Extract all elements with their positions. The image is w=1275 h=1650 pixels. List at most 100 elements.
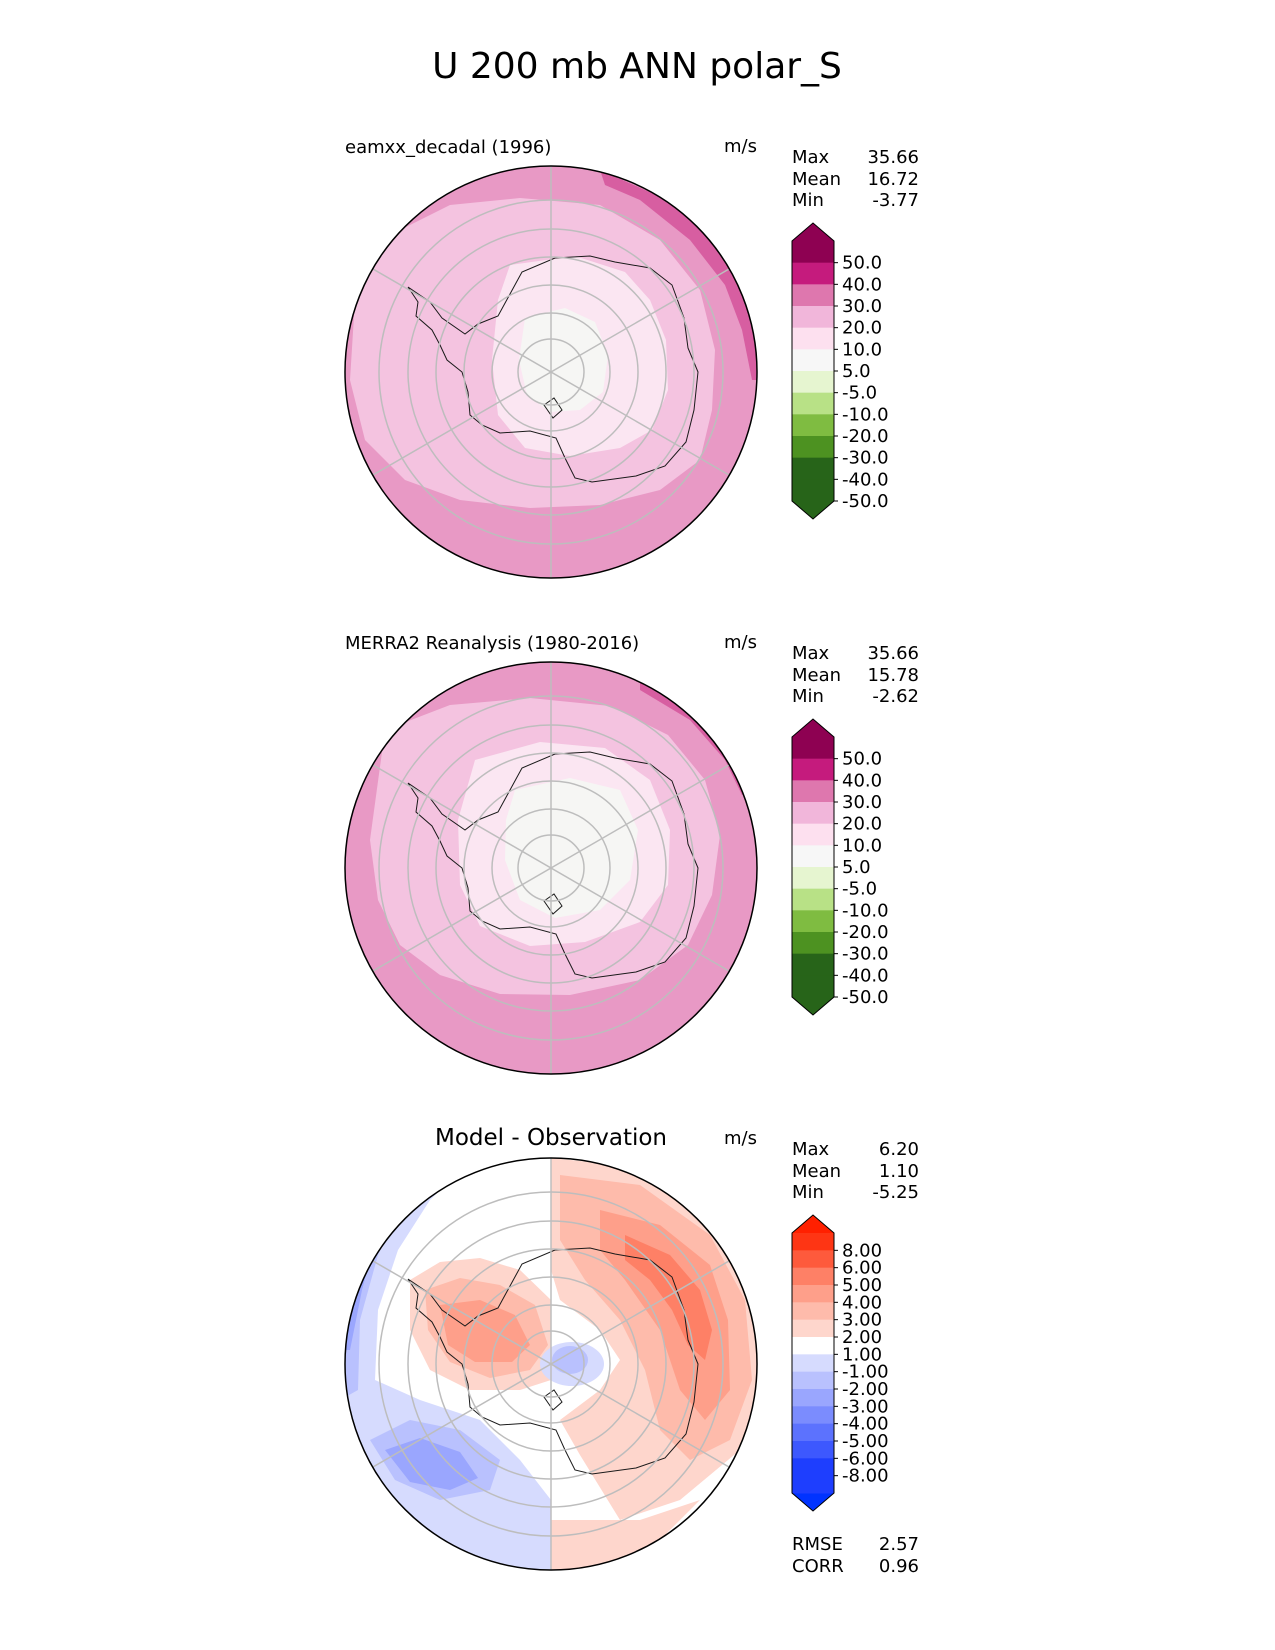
colorbar-tick-label: 3.00 [842,1310,882,1331]
colorbar-segment [792,737,834,760]
colorbar-segment [792,888,834,911]
panel-obs-graticule [372,662,730,1074]
field-band-neg-3 [385,1438,478,1490]
colorbar-segment [792,262,834,285]
colorbar-segment [792,1354,834,1373]
panel-obs-units: m/s [724,632,757,653]
colorbar-tick-label: 50.0 [842,253,882,274]
colorbar-tick-label: 30.0 [842,792,882,813]
field-band-pos-3c [440,1300,530,1362]
panel-obs-mean-label: Mean [792,665,841,686]
colorbar-segment [792,479,834,502]
colorbar-segment [792,932,834,955]
colorbar-tick-label: -1.00 [842,1362,889,1383]
colorbar-segment [792,845,834,868]
colorbar-over-triangle [792,719,834,737]
colorbar-tick-label: -30.0 [842,944,889,965]
colorbar-segment [792,1337,834,1355]
colorbar-tick-label: -20.0 [842,426,889,447]
panel-model-min-label: Min [792,190,824,211]
colorbar-segment [792,414,834,437]
panel-obs-map-border [344,661,758,1075]
colorbar-segment [792,802,834,825]
panel-obs-mean-value: 15.78 [867,665,919,686]
panel-diff-graticule [372,1158,730,1570]
field-band-30-40 [640,670,752,795]
colorbar-tick-label: -5.0 [842,879,877,900]
panel-model-min-value: -3.77 [872,190,919,211]
colorbar-segment [792,392,834,415]
panel-diff-colorbar: 8.006.005.004.003.002.001.00-1.00-2.00-3… [791,1214,889,1512]
colorbar-tick-label: -6.00 [842,1448,889,1469]
panel-model: eamxx_decadal (1996) m/s Max 35.66 Mean … [344,136,919,579]
colorbar-segment [792,1250,834,1269]
colorbar-segment [792,327,834,350]
colorbar-under-triangle [792,997,834,1015]
colorbar-tick-label: -5.0 [842,383,877,404]
colorbar-segment [792,823,834,846]
panel-diff-map-border [344,1157,758,1571]
colorbar-tick-label: 50.0 [842,749,882,770]
colorbar-tick-label: 1.00 [842,1344,882,1365]
colorbar-tick-label: -5.00 [842,1431,889,1452]
panel-model-max-label: Max [792,147,830,168]
panel-model-units: m/s [724,136,757,157]
panel-obs-colorbar: 50.040.030.020.010.05.0-5.0-10.0-20.0-30… [791,718,889,1016]
panel-obs-min-label: Min [792,686,824,707]
field-band-neg-5 [345,1205,370,1280]
colorbar-segment [792,284,834,307]
panel-obs-label: MERRA2 Reanalysis (1980-2016) [345,633,639,654]
colorbar-tick-label: -4.00 [842,1414,889,1435]
colorbar-tick-label: -50.0 [842,491,889,512]
colorbar-tick-label: -10.0 [842,900,889,921]
colorbar-segment [792,1423,834,1442]
colorbar-segment [792,436,834,459]
colorbar-segment [792,975,834,998]
panel-model-map-border [344,165,758,579]
panel-obs-min-value: -2.62 [872,686,919,707]
colorbar-tick-label: 5.0 [842,361,871,382]
colorbar-tick-label: -30.0 [842,448,889,469]
colorbar-over-triangle [792,223,834,241]
colorbar-segment [792,1267,834,1286]
colorbar-segment [792,1441,834,1459]
colorbar-segment [792,867,834,890]
colorbar-segment [792,371,834,394]
field-band-0 [505,778,638,918]
colorbar-over-triangle [792,1215,834,1233]
colorbar-tick-label: 8.00 [842,1240,882,1261]
panel-diff-corr-value: 0.96 [879,1556,919,1577]
colorbar-under-triangle [792,501,834,519]
colorbar-tick-label: -50.0 [842,987,889,1008]
colorbar-segment [792,1371,834,1390]
colorbar-tick-label: 2.00 [842,1327,882,1348]
colorbar-tick-label: -10.0 [842,404,889,425]
colorbar-segment [792,349,834,372]
colorbar-segment [792,910,834,933]
field-band-neg-center-2 [552,1346,588,1374]
panel-model-label: eamxx_decadal (1996) [345,137,551,158]
colorbar-outline [791,1214,835,1512]
colorbar-tick-label: 20.0 [842,814,882,835]
colorbar-segment [792,241,834,264]
colorbar-tick-label: -40.0 [842,469,889,490]
colorbar-tick-label: 10.0 [842,339,882,360]
colorbar-segment [792,1389,834,1407]
panel-diff-rmse-label: RMSE [792,1534,843,1555]
panel-diff-rmse-value: 2.57 [879,1534,919,1555]
colorbar-tick-label: -3.00 [842,1396,889,1417]
colorbar-segment [792,1302,834,1321]
colorbar-tick-label: -20.0 [842,922,889,943]
panel-model-colorbar: 50.040.030.020.010.05.0-5.0-10.0-20.0-30… [791,222,889,520]
colorbar-segment [792,1319,834,1338]
colorbar-segment [792,1406,834,1425]
panel-diff-mean-value: 1.10 [879,1161,919,1182]
panel-diff-min-value: -5.25 [872,1182,919,1203]
colorbar-tick-label: 4.00 [842,1292,882,1313]
colorbar-tick-label: -8.00 [842,1466,889,1487]
colorbar-segment [792,1233,834,1251]
colorbar-segment [792,780,834,803]
colorbar-tick-label: 30.0 [842,296,882,317]
colorbar-tick-label: 5.00 [842,1275,882,1296]
